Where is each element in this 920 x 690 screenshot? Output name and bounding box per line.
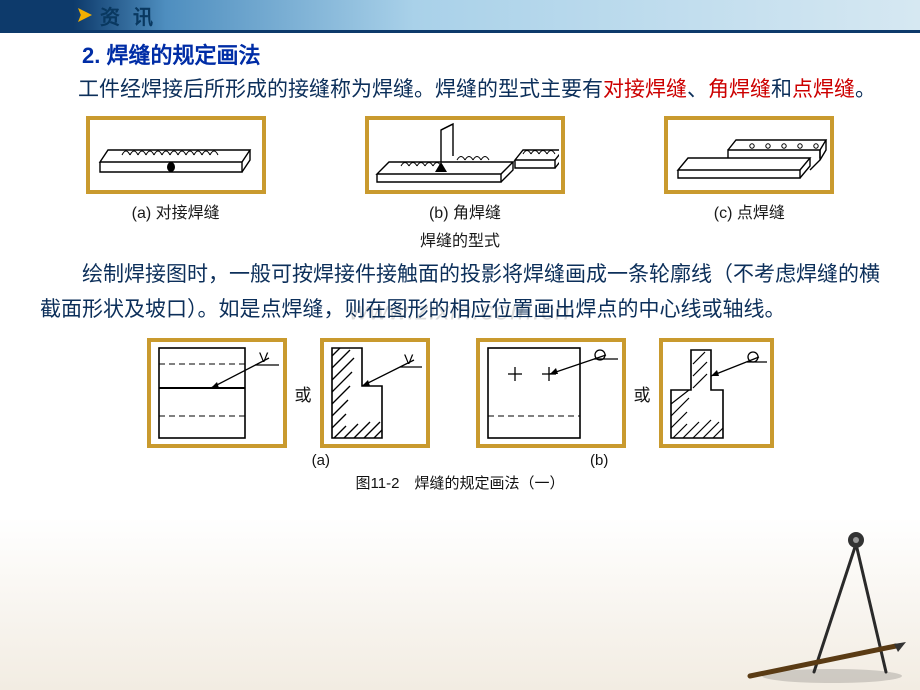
figure-row-1: (a) 对接焊缝 bbox=[36, 116, 884, 223]
fig2-sub-b: (b) bbox=[590, 452, 608, 469]
p1-f: 点焊缝 bbox=[792, 78, 855, 101]
figure-row-2: V 或 V bbox=[36, 338, 884, 448]
spot-weld-icon bbox=[670, 122, 828, 188]
fig2-caption: 图11-2 焊缝的规定画法（一） bbox=[36, 472, 884, 493]
fig-a-caption: (a) 对接焊缝 bbox=[132, 199, 220, 223]
p1-g: 。 bbox=[855, 78, 876, 101]
fig-b: (b) 角焊缝 bbox=[365, 116, 565, 223]
fig-a-frame bbox=[86, 116, 266, 194]
section-number: 2. bbox=[82, 43, 100, 68]
p1-c: 、 bbox=[687, 78, 708, 101]
group-a: V 或 V bbox=[147, 338, 430, 448]
svg-text:V: V bbox=[404, 351, 414, 367]
drawing-a2-icon: V bbox=[324, 342, 426, 444]
fig-a: (a) 对接焊缝 bbox=[86, 116, 266, 223]
slide-content: 2. 焊缝的规定画法 工件经焊接后所形成的接缝称为焊缝。焊缝的型式主要有对接焊缝… bbox=[0, 30, 920, 493]
fig2-subcaptions: (a) (b) bbox=[36, 452, 884, 469]
fillet-weld-icon bbox=[371, 122, 559, 188]
drawing-b1-icon bbox=[480, 342, 622, 444]
top-bar: 资 讯 bbox=[0, 0, 920, 30]
section-heading: 2. 焊缝的规定画法 bbox=[36, 38, 884, 70]
or-2: 或 bbox=[634, 381, 651, 406]
fig-c: (c) 点焊缝 bbox=[664, 116, 834, 223]
fig2-a2: V bbox=[320, 338, 430, 448]
fig-c-frame bbox=[664, 116, 834, 194]
fig-b-caption: (b) 角焊缝 bbox=[429, 199, 501, 223]
butt-weld-icon bbox=[92, 122, 260, 188]
top-bar-title: 资 讯 bbox=[100, 1, 157, 30]
group-b: 或 bbox=[476, 338, 774, 448]
fig2-a1: V bbox=[147, 338, 287, 448]
paragraph-1: 工件经焊接后所形成的接缝称为焊缝。焊缝的型式主要有对接焊缝、角焊缝和点焊缝。 bbox=[36, 72, 884, 108]
fig2-b2 bbox=[659, 338, 774, 448]
or-1: 或 bbox=[295, 381, 312, 406]
fig-b-frame bbox=[365, 116, 565, 194]
drawing-b2-icon bbox=[663, 342, 770, 444]
p1-e: 和 bbox=[771, 78, 792, 101]
fig2-sub-a: (a) bbox=[312, 452, 330, 469]
fig-c-caption: (c) 点焊缝 bbox=[714, 199, 785, 223]
drawing-a1-icon: V bbox=[151, 342, 283, 444]
compass-decoration-icon bbox=[736, 526, 916, 686]
p1-a: 工件经焊接后所形成的接缝称为焊缝。焊缝的型式主要有 bbox=[78, 78, 603, 101]
paragraph-2: 绘制焊接图时，一般可按焊接件接触面的投影将焊缝画成一条轮廓线（不考虑焊缝的横截面… bbox=[36, 257, 884, 328]
svg-text:V: V bbox=[259, 349, 269, 365]
fig2-b1 bbox=[476, 338, 626, 448]
section-title-text: 焊缝的规定画法 bbox=[106, 43, 260, 68]
p1-d: 角焊缝 bbox=[708, 78, 771, 101]
fig1-main-caption: 焊缝的型式 bbox=[36, 227, 884, 251]
p1-b: 对接焊缝 bbox=[603, 78, 687, 101]
arrow-icon bbox=[78, 8, 92, 22]
